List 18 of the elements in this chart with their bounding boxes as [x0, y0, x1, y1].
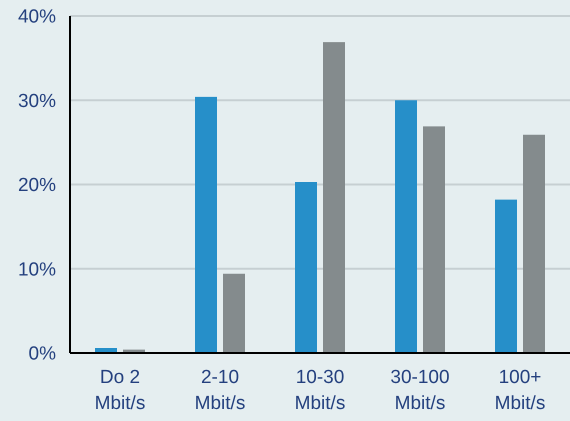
y-tick-label: 0%: [28, 344, 56, 365]
x-tick-label: 2-10 Mbit/s: [194, 367, 246, 414]
x-tick-label: 30-100 Mbit/s: [390, 367, 450, 414]
y-tick-label: 20%: [18, 175, 56, 196]
bar: [295, 182, 317, 353]
x-tick-label: Do 2 Mbit/s: [94, 367, 146, 414]
x-tick-label: 10-30 Mbit/s: [294, 367, 346, 414]
bar: [495, 200, 517, 353]
y-tick-label: 30%: [18, 90, 56, 112]
bar: [423, 126, 445, 353]
bar: [395, 100, 417, 353]
bar: [223, 274, 245, 353]
bar: [195, 96, 217, 353]
x-tick-label: 100+ Mbit/s: [494, 367, 546, 414]
bar: [323, 42, 345, 353]
y-tick-label: 40%: [18, 6, 56, 28]
bar: [523, 134, 545, 353]
y-tick-label: 10%: [18, 259, 56, 280]
